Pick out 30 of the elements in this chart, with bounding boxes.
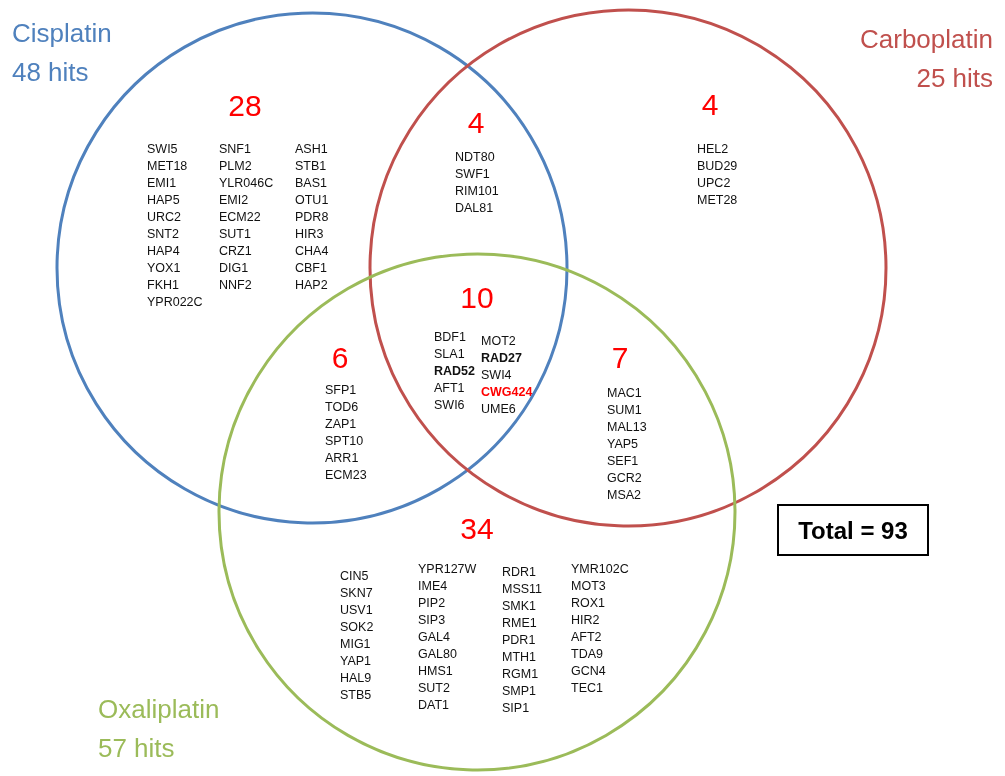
data-label: 6 — [331, 340, 349, 374]
data-label: 4 — [701, 87, 719, 121]
text: Total = 93 — [798, 516, 908, 544]
category-label: Oxaliplatin — [98, 694, 220, 724]
data-label: 7 — [611, 340, 629, 374]
data-label: 48 — [12, 57, 41, 87]
data-label: 25 — [916, 63, 946, 93]
text: SNF1 PLM2 YLR046C EMI2 ECM22 SUT1 CRZ1 DIG1 NNF2 — [219, 141, 274, 292]
text: YMR102C MOT3 ROX1 HIR2 AFT2 TDA9 GCN4 TEC1 — [571, 561, 629, 695]
text: MOT2 RAD27 SWI4 CWG424 UME6 — [481, 333, 533, 416]
data-label: 34 — [460, 511, 494, 545]
data-label: 28 — [228, 88, 262, 122]
text: BDF1 SLA1 RAD52 AFT1 SWI6 — [434, 329, 476, 412]
text: MAC1 SUM1 MAL13 YAP5 SEF1 GCR2 MSA2 — [607, 385, 647, 502]
text: ASH1 STB1 BAS1 OTU1 PDR8 HIR3 CHA4 CBF1 HAP2 — [295, 141, 329, 292]
text: CIN5 SKN7 USV1 SOK2 MIG1 YAP1 HAL9 STB5 — [340, 568, 374, 702]
text: YPR127W IME4 PIP2 SIP3 GAL4 GAL80 HMS1 SUT2 DAT1 — [418, 561, 477, 712]
text: SFP1 TOD6 ZAP1 SPT10 ARR1 ECM23 — [325, 382, 367, 482]
data-label: 10 — [460, 280, 494, 314]
text: SWI5 MET18 EMI1 HAP5 URC2 SNT2 HAP4 YOX1 FKH1 YPR022C — [147, 141, 203, 309]
text: hits — [952, 63, 994, 93]
text: hits — [47, 57, 89, 87]
data-label: 4 — [467, 105, 485, 139]
category-label: Carboplatin — [860, 24, 993, 54]
text: hits — [133, 733, 175, 763]
category-label: Cisplatin — [12, 18, 112, 48]
text: RDR1 MSS11 SMK1 RME1 PDR1 MTH1 RGM1 SMP1 SIP1 — [502, 564, 543, 715]
text: NDT80 SWF1 RIM101 DAL81 — [455, 149, 499, 215]
text: HEL2 BUD29 UPC2 MET28 — [697, 141, 738, 207]
data-label: 57 — [98, 733, 127, 763]
